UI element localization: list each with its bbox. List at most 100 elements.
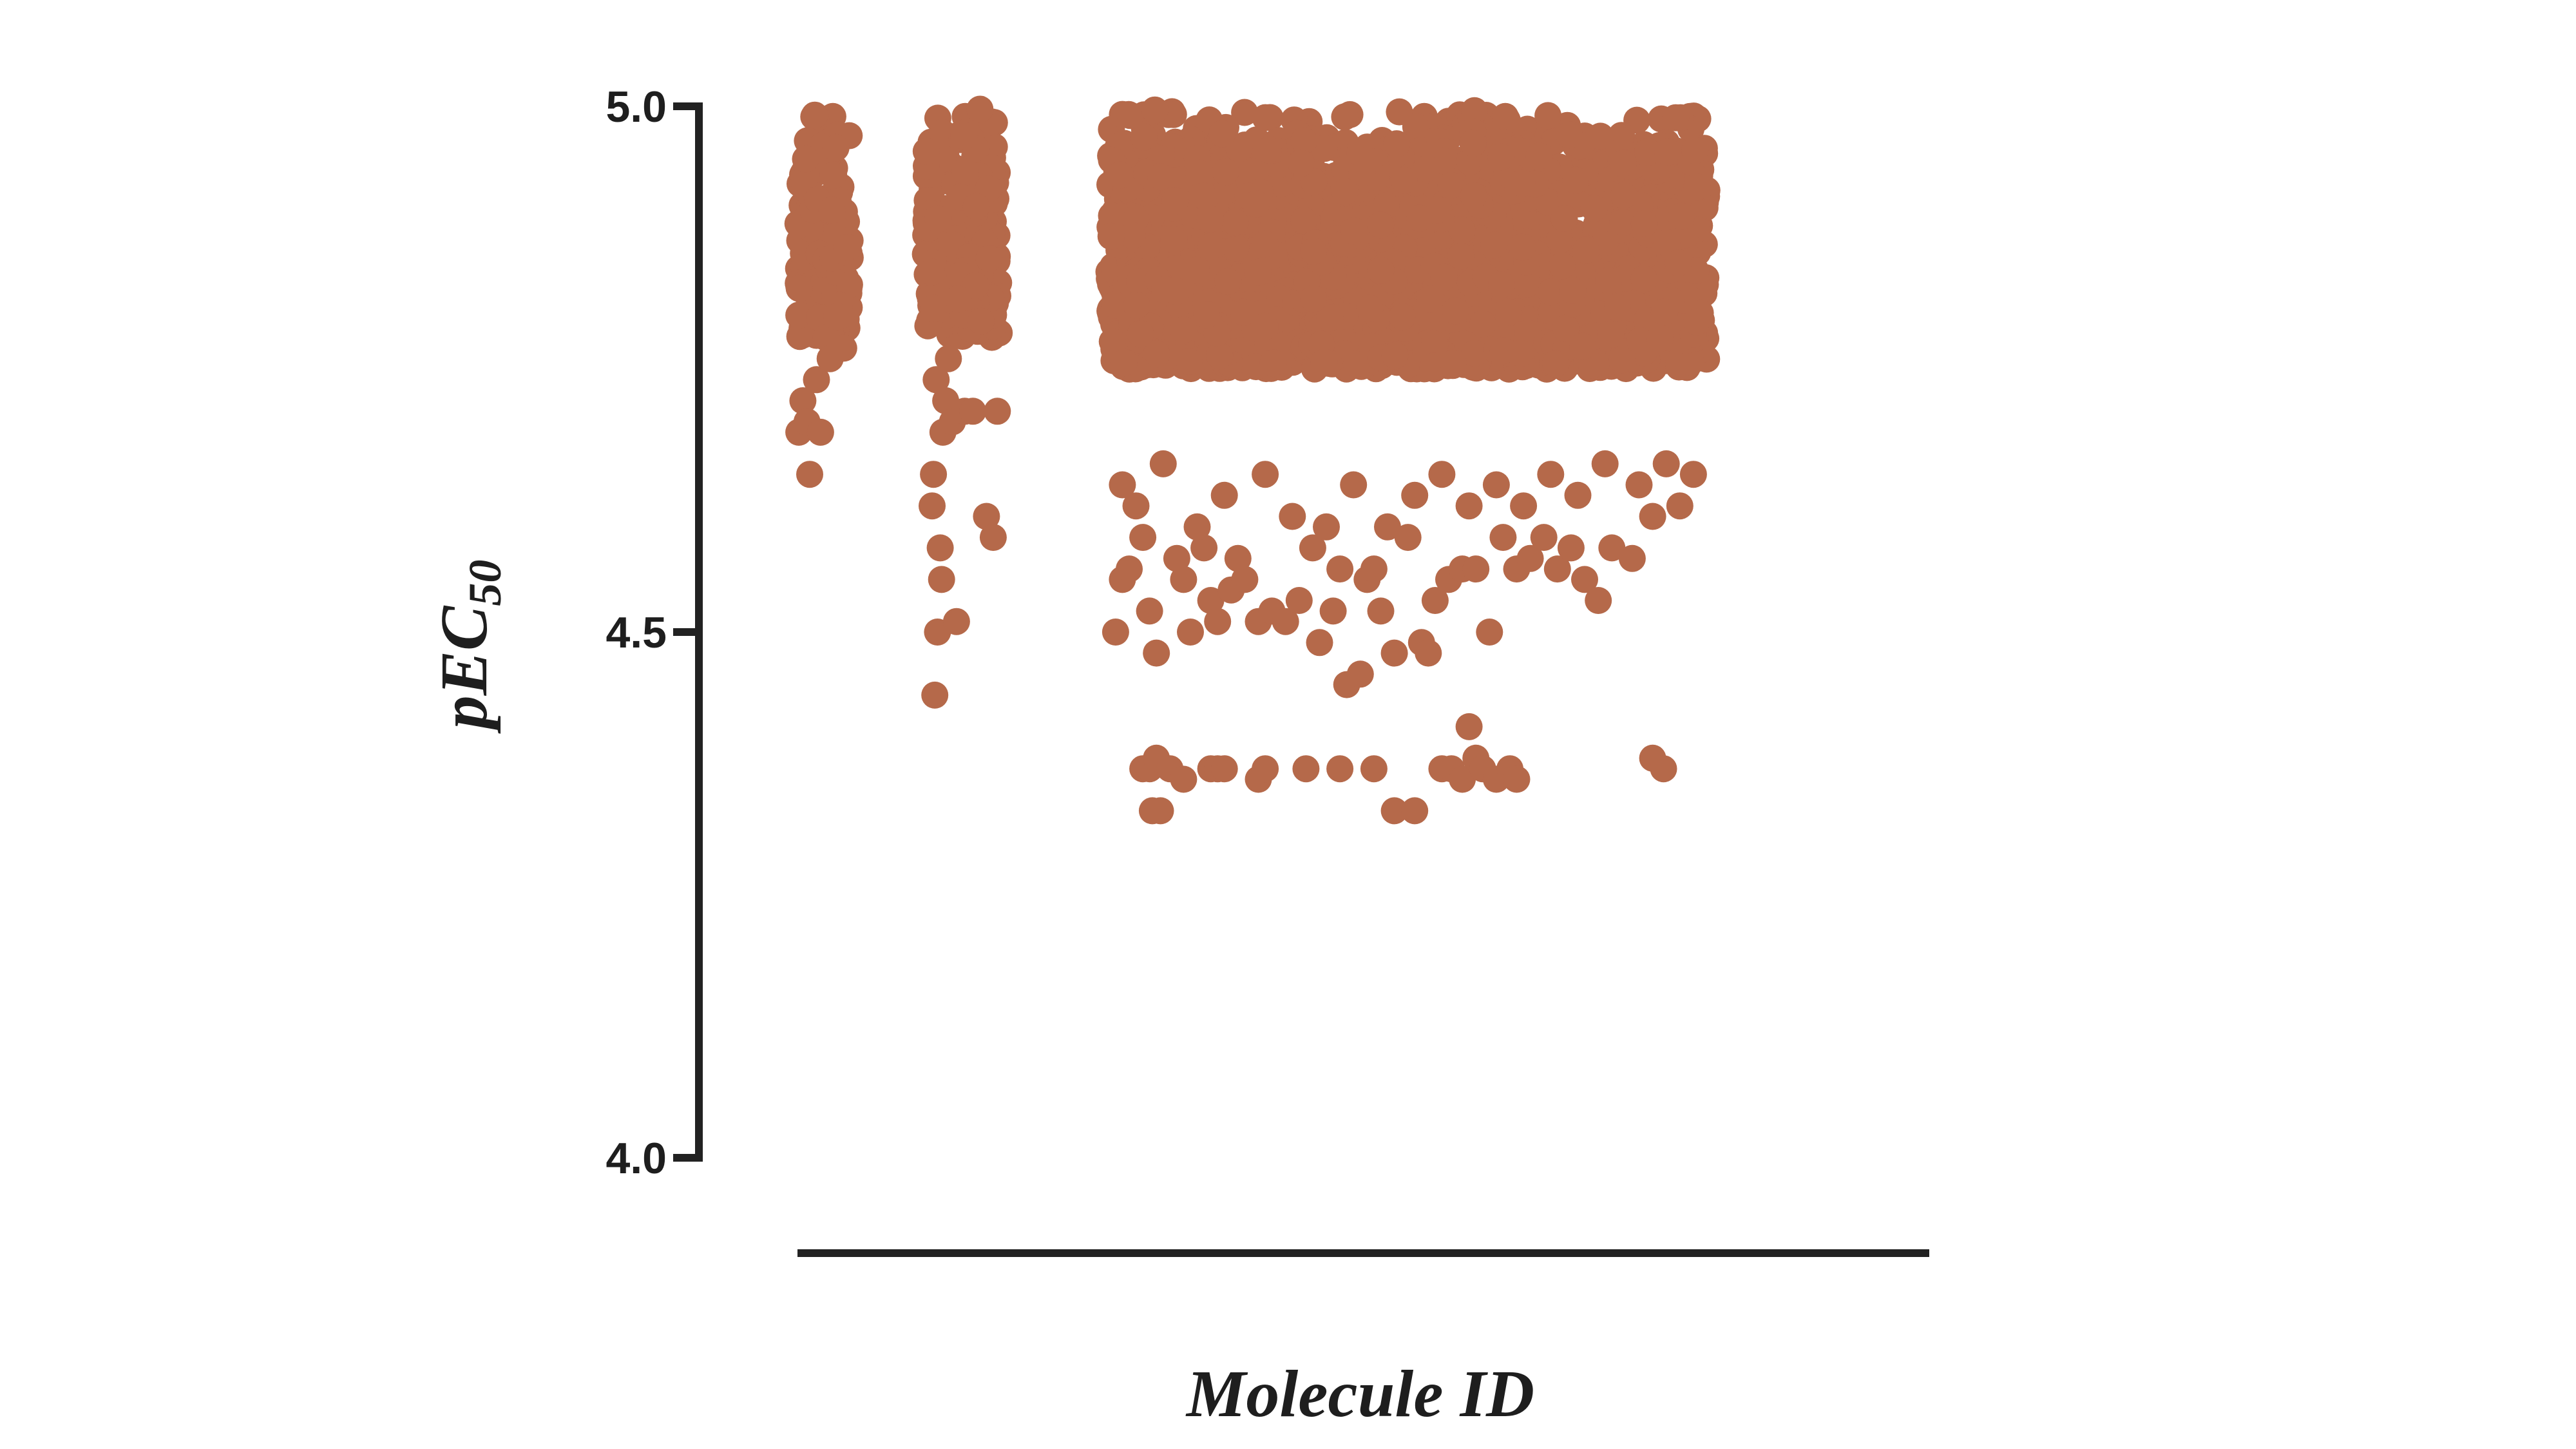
data-point [1097,222,1125,250]
data-point [1559,276,1587,304]
data-point [1208,120,1236,148]
data-point [1106,161,1134,189]
data-point [1147,797,1174,825]
data-point [1591,450,1619,477]
data-point [1331,103,1359,131]
y-axis-ticks: 4.0 4.5 5.0 [606,82,703,1183]
data-point [1374,513,1401,541]
data-point [1116,102,1144,130]
data-point [1639,503,1666,530]
data-point [1102,619,1129,646]
data-point [1595,267,1623,294]
data-point [1491,102,1519,130]
data-point [1401,481,1429,509]
data-point [1391,166,1418,194]
data-point [1402,113,1429,140]
data-point [950,122,978,149]
data-point [1143,340,1170,368]
data-point [1210,755,1238,783]
data-points [784,95,1721,825]
data-point [1214,267,1242,295]
data-point [1210,481,1238,509]
data-point [1394,524,1422,552]
data-point [1252,755,1279,783]
data-point [1346,139,1373,167]
data-point [1326,755,1354,783]
data-point [1367,256,1395,284]
data-point [1206,342,1234,370]
data-point [1413,155,1440,182]
data-point [1421,331,1449,358]
data-point [1288,149,1315,177]
data-point [1545,226,1573,254]
data-point [1683,308,1710,336]
data-point [1630,210,1658,237]
data-point [1480,231,1508,259]
data-point [944,285,971,312]
data-point [1161,187,1189,215]
data-point [1681,137,1709,164]
data-point [1163,544,1190,572]
data-point [1650,755,1677,783]
data-point [912,137,940,165]
data-point [1503,765,1531,793]
data-point [962,193,990,220]
data-point [1360,555,1388,583]
data-point [1231,99,1259,126]
data-point [1316,304,1344,332]
data-point [1537,461,1565,488]
data-point [1634,138,1662,166]
data-point [922,366,950,394]
data-point [1381,341,1409,369]
data-point [1331,178,1359,206]
data-point [1459,130,1487,157]
data-point [920,461,948,488]
data-point [1222,234,1250,262]
data-point [1469,310,1496,338]
data-point [1668,202,1695,230]
data-point [1098,328,1126,356]
data-point [1098,202,1125,229]
data-point [1650,298,1678,326]
data-point [1556,121,1583,149]
data-point [1147,163,1175,191]
data-point [1310,135,1338,162]
data-point [1607,124,1634,151]
y-tick-label: 5.0 [606,82,667,131]
data-point [796,461,823,488]
data-point [1549,252,1576,280]
data-point [1127,320,1154,348]
data-point [1196,205,1224,233]
data-point [1101,291,1129,319]
data-point [1149,450,1177,477]
data-point [1252,104,1279,131]
data-point [803,366,830,394]
data-point [1190,534,1218,562]
data-point [1447,242,1474,270]
data-point [1299,534,1326,562]
data-point [1653,229,1681,256]
data-point [942,608,970,635]
data-point [1406,204,1433,232]
data-point [1176,347,1203,375]
data-point [835,271,863,298]
data-point [967,307,995,335]
data-point [1476,619,1503,646]
data-point [1587,122,1614,150]
data-point [1116,555,1143,583]
data-point [1129,524,1157,552]
data-point [1597,321,1625,348]
data-point [1571,566,1598,593]
y-tick-label: 4.5 [606,608,667,657]
data-point [789,387,817,414]
data-point [1348,158,1376,186]
y-tick-label: 4.0 [606,1134,667,1183]
data-point [806,418,834,446]
data-point [833,234,861,261]
data-point [1300,285,1328,312]
data-point [1442,297,1469,325]
data-point [1342,350,1370,378]
data-point [1212,158,1239,186]
data-point [1224,544,1252,572]
data-point [1380,639,1408,667]
